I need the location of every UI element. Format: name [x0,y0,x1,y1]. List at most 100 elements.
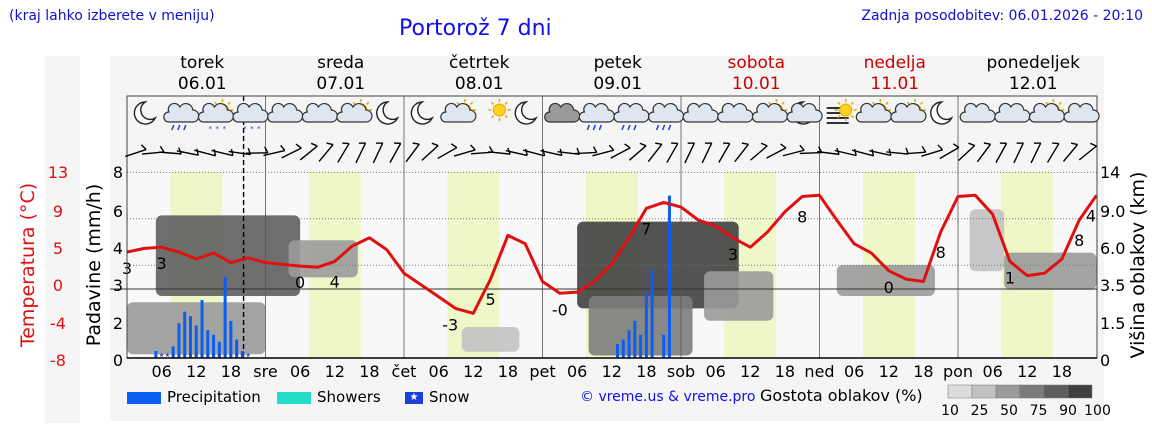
day-date: 06.01 [178,74,227,94]
precip-bar [667,195,671,358]
wind-barb [958,142,976,161]
day-name: četrtek [449,53,510,73]
wind-barb [610,143,631,159]
cloud-scale-swatch [1019,384,1045,399]
temperature-tick: -4 [50,314,66,333]
wind-barb [372,142,384,164]
cloud-block [704,271,774,321]
cloud-scale-label: 100 [1084,403,1111,419]
precip-bar [662,334,666,358]
cloud-block [461,327,520,352]
cloud-block [588,296,693,356]
snow-icon: ★ [405,391,423,404]
temperature-tick: 0 [53,276,63,295]
page-title: Portorož 7 dni [399,16,552,41]
precip-bar [644,293,648,358]
cloud-shape [336,102,373,123]
day-abbrev-tick: pet [529,362,555,381]
wind-barb [389,142,402,163]
temperature-tick: 5 [53,239,63,258]
wind-feather [412,142,420,145]
wind-feather [1090,142,1097,147]
hour-tick: 06 [290,362,310,381]
day-abbrev-tick: sob [667,362,695,381]
wind-feather [1016,142,1024,144]
wind-shaft [523,149,545,157]
snow-flake: * [222,125,226,133]
cloud-shape [197,102,235,123]
wind-feather [358,142,366,144]
cloud-icon [682,102,719,123]
moon-shape [514,101,538,125]
temperature-label: 8 [1074,231,1084,250]
cloud-height-axis-label: Višina oblakov (km) [1127,172,1149,359]
wind-barb [628,142,647,161]
snow-mark: ★ [222,352,227,359]
wind-shaft [488,151,511,155]
day-date: 12.01 [1009,74,1058,94]
cloud-height-tick: 0 [1100,351,1110,370]
cloud-shape [232,102,269,123]
rain-drop [655,124,660,131]
wind-feather [937,144,944,151]
wind-shaft [734,143,749,163]
cloud-dark-icon [544,102,581,123]
moon-shape [133,101,157,125]
day-abbrev-tick: sre [253,362,277,381]
hour-tick: 06 [705,362,725,381]
moon-shape [930,101,954,125]
wind-barb [124,144,147,158]
cloud-shape [751,102,789,123]
wind-barb [995,142,1008,163]
credit-link[interactable]: © vreme.us & vreme.pro [580,389,756,405]
day-date: 11.01 [870,74,919,94]
hour-tick: 12 [463,362,483,381]
cloud-block [155,215,301,296]
wind-feather [999,142,1007,145]
precip-tick: 4 [113,239,123,258]
moon-icon [376,101,400,125]
location-hint[interactable]: (kraj lahko izberete v meniju) [9,8,215,24]
temperature-tick: -8 [50,351,66,370]
temperature-label: 8 [797,208,807,227]
hour-tick: 18 [775,362,795,381]
hour-tick: 06 [982,362,1002,381]
hour-tick: 18 [636,362,656,381]
temperature-axis-label: Temperatura (°C) [17,183,39,348]
hour-tick: 06 [844,362,864,381]
cloud-scale-label: 75 [1030,403,1048,419]
legend-precipitation: Precipitation [127,388,261,406]
wind-shaft [718,143,731,163]
wind-feather [1034,142,1041,144]
cloud-shape [855,102,892,123]
day-name: sreda [317,53,364,73]
wind-shaft [958,145,976,161]
rain-drop [586,124,591,131]
legend-showers-label: Showers [317,388,381,406]
temperature-label: 7 [641,219,651,238]
day-date: 07.01 [316,74,365,94]
day-name: petek [594,53,642,73]
sun-ray [469,101,474,105]
cloud-scale-label: 10 [941,403,959,419]
wind-feather [195,148,200,156]
cloud-scale-label: 25 [971,403,989,419]
cloud-icon [1063,102,1100,123]
wind-shaft [766,147,787,159]
wind-barb [1046,142,1060,163]
wind-shaft [592,149,614,157]
cloud-rain-icon [578,102,615,131]
day-date: 10.01 [732,74,781,94]
wind-shaft [610,147,631,159]
wind-shaft [782,149,805,157]
precip-bar [194,325,198,358]
cloud-icon [301,102,338,123]
wind-shaft [405,143,420,163]
wind-barb [666,142,679,163]
rain-drop [633,124,637,131]
precip-bar [240,351,244,358]
precip-bar [171,346,175,358]
snow-mark: ★ [170,352,175,359]
precip-tick: 2 [113,314,123,333]
precip-bar [217,341,221,358]
